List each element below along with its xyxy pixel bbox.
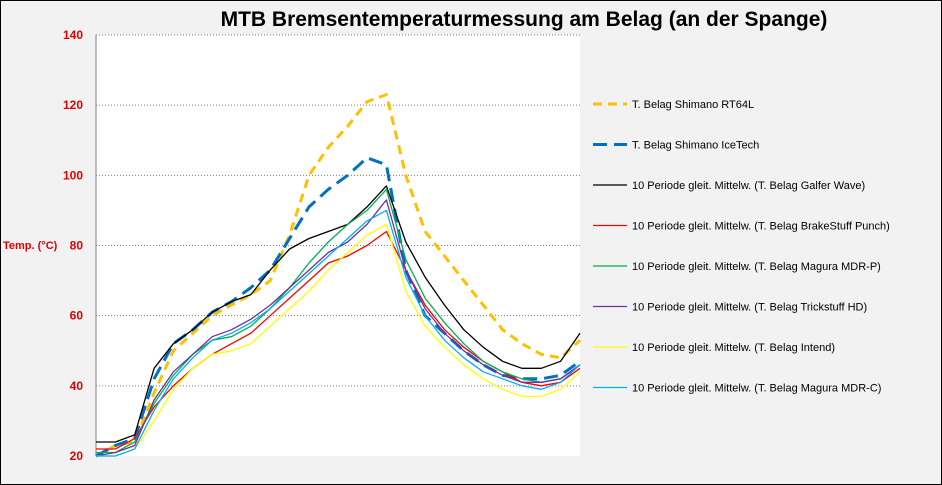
y-tick-label: 60 <box>70 309 84 323</box>
legend-label-2: T. Belag Shimano IceTech <box>632 140 759 152</box>
series-line-3 <box>96 185 581 443</box>
legend-label-5: 10 Periode gleit. Mittelw. (T. Belag Mag… <box>632 261 881 273</box>
y-tick-labels: 20 40 60 80 100 120 140 <box>63 28 83 463</box>
y-tick-label: 40 <box>70 379 84 393</box>
y-tick-label: 80 <box>70 239 84 253</box>
series-line-5 <box>96 188 581 454</box>
legend-label-4: 10 Periode gleit. Mittelw. (T. Belag Bra… <box>632 221 890 233</box>
y-tick-label: 100 <box>63 168 83 182</box>
legend: T. Belag Shimano RT64L T. Belag Shimano I… <box>593 99 890 395</box>
legend-label-6: 10 Periode gleit. Mittelw. (T. Belag Tri… <box>632 302 867 314</box>
legend-label-1: T. Belag Shimano RT64L <box>632 99 754 111</box>
legend-label-3: 10 Periode gleit. Mittelw. (T. Belag Gal… <box>632 180 865 192</box>
series-line-8 <box>96 209 581 457</box>
y-tick-label: 20 <box>70 449 84 463</box>
series-line-1 <box>95 93 582 458</box>
legend-label-8: 10 Periode gleit. Mittelw. (T. Belag Mag… <box>632 383 881 395</box>
y-tick-label: 140 <box>63 28 83 42</box>
y-axis-label: Temp. (°C) <box>3 240 58 252</box>
y-tick-label: 120 <box>63 98 83 112</box>
legend-label-7: 10 Periode gleit. Mittelw. (T. Belag Int… <box>632 342 835 354</box>
series-line-7 <box>96 223 581 457</box>
chart-title: MTB Bremsentemperaturmessung am Belag (a… <box>221 8 828 31</box>
series-lines <box>95 93 582 458</box>
